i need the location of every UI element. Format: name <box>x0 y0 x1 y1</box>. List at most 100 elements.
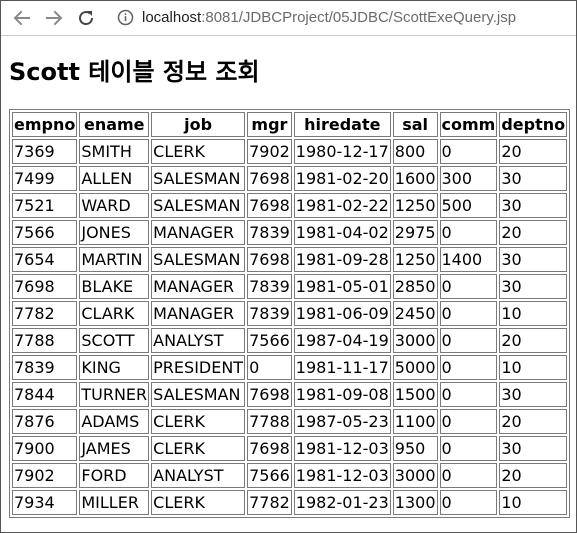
table-cell-deptno: 10 <box>499 490 568 515</box>
table-cell-empno: 7934 <box>12 490 78 515</box>
table-cell-comm: 0 <box>439 490 498 515</box>
table-cell-comm: 0 <box>439 328 498 353</box>
table-cell-sal: 950 <box>392 436 438 461</box>
table-cell-deptno: 20 <box>499 409 568 434</box>
table-cell-empno: 7654 <box>12 247 78 272</box>
table-row: 7654 MARTIN SALESMAN 7698 1981-09-28 1250 1400… <box>12 247 568 272</box>
table-cell-comm: 0 <box>439 409 498 434</box>
table-row: 7876 ADAMS CLERK 7788 1987-05-23 1100 0 20 <box>12 409 568 434</box>
address-bar[interactable]: localhost:8081/JDBCProject/05JDBC/ScottE… <box>142 9 516 26</box>
table-row: 7788 SCOTT ANALYST 7566 1987-04-19 3000 0 20 <box>12 328 568 353</box>
table-cell-ename: FORD <box>79 463 150 488</box>
table-cell-comm: 0 <box>439 463 498 488</box>
table-row: 7566 JONES MANAGER 7839 1981-04-02 2975 0 20 <box>12 220 568 245</box>
table-cell-comm: 500 <box>439 193 498 218</box>
table-cell-hiredate: 1987-05-23 <box>293 409 391 434</box>
table-cell-mgr: 7698 <box>247 382 292 407</box>
table-cell-comm: 0 <box>439 436 498 461</box>
table-cell-deptno: 20 <box>499 463 568 488</box>
table-cell-empno: 7902 <box>12 463 78 488</box>
table-cell-sal: 1500 <box>392 382 438 407</box>
table-cell-comm: 0 <box>439 220 498 245</box>
table-cell-empno: 7876 <box>12 409 78 434</box>
reload-icon <box>79 11 94 26</box>
table-cell-mgr: 7698 <box>247 166 292 191</box>
table-cell-mgr: 7839 <box>247 274 292 299</box>
table-cell-empno: 7369 <box>12 139 78 164</box>
table-cell-sal: 3000 <box>392 328 438 353</box>
table-cell-ename: WARD <box>79 193 150 218</box>
table-row: 7782 CLARK MANAGER 7839 1981-06-09 2450 0 10 <box>12 301 568 326</box>
reload-button[interactable] <box>74 6 98 30</box>
column-header-job: job <box>151 112 246 137</box>
table-row: 7698 BLAKE MANAGER 7839 1981-05-01 2850 0 30 <box>12 274 568 299</box>
table-cell-sal: 5000 <box>392 355 438 380</box>
table-cell-job: MANAGER <box>151 301 246 326</box>
page-title: Scott 테이블 정보 조회 <box>9 58 260 86</box>
table-cell-mgr: 7698 <box>247 247 292 272</box>
back-button[interactable] <box>10 6 34 30</box>
table-row: 7934 MILLER CLERK 7782 1982-01-23 1300 0 10 <box>12 490 568 515</box>
table-cell-empno: 7788 <box>12 328 78 353</box>
table-cell-hiredate: 1980-12-17 <box>293 139 391 164</box>
table-cell-mgr: 7566 <box>247 463 292 488</box>
table-cell-ename: ADAMS <box>79 409 150 434</box>
table-cell-empno: 7499 <box>12 166 78 191</box>
table-cell-hiredate: 1981-09-28 <box>293 247 391 272</box>
table-row: 7369 SMITH CLERK 7902 1980-12-17 800 0 20 <box>12 139 568 164</box>
column-header-sal: sal <box>392 112 438 137</box>
table-cell-job: CLERK <box>151 409 246 434</box>
table-cell-comm: 0 <box>439 355 498 380</box>
table-cell-hiredate: 1981-02-22 <box>293 193 391 218</box>
table-cell-mgr: 7566 <box>247 328 292 353</box>
table-cell-job: MANAGER <box>151 220 246 245</box>
table-cell-sal: 1300 <box>392 490 438 515</box>
table-cell-hiredate: 1981-04-02 <box>293 220 391 245</box>
table-cell-sal: 2850 <box>392 274 438 299</box>
table-cell-sal: 1100 <box>392 409 438 434</box>
table-cell-comm: 0 <box>439 301 498 326</box>
table-cell-ename: TURNER <box>79 382 150 407</box>
table-cell-hiredate: 1981-06-09 <box>293 301 391 326</box>
table-row: 7499 ALLEN SALESMAN 7698 1981-02-20 1600 300 30 <box>12 166 568 191</box>
table-cell-mgr: 0 <box>247 355 292 380</box>
table-cell-sal: 1250 <box>392 193 438 218</box>
table-cell-deptno: 10 <box>499 301 568 326</box>
info-icon[interactable] <box>117 9 134 26</box>
table-cell-ename: JONES <box>79 220 150 245</box>
table-cell-job: CLERK <box>151 139 246 164</box>
table-cell-sal: 2450 <box>392 301 438 326</box>
table-cell-ename: BLAKE <box>79 274 150 299</box>
table-cell-empno: 7900 <box>12 436 78 461</box>
table-cell-sal: 2975 <box>392 220 438 245</box>
table-cell-mgr: 7788 <box>247 409 292 434</box>
table-cell-ename: JAMES <box>79 436 150 461</box>
table-cell-deptno: 30 <box>499 382 568 407</box>
table-cell-deptno: 30 <box>499 193 568 218</box>
table-cell-mgr: 7698 <box>247 193 292 218</box>
table-cell-mgr: 7839 <box>247 220 292 245</box>
table-cell-ename: KING <box>79 355 150 380</box>
table-cell-comm: 300 <box>439 166 498 191</box>
table-header-row: empno ename job mgr hiredate sal comm deptno <box>12 112 568 137</box>
table-cell-empno: 7844 <box>12 382 78 407</box>
table-cell-hiredate: 1981-11-17 <box>293 355 391 380</box>
table-cell-deptno: 20 <box>499 328 568 353</box>
table-cell-deptno: 20 <box>499 220 568 245</box>
table-row: 7902 FORD ANALYST 7566 1981-12-03 3000 0 20 <box>12 463 568 488</box>
column-header-comm: comm <box>439 112 498 137</box>
table-row: 7521 WARD SALESMAN 7698 1981-02-22 1250 500 30 <box>12 193 568 218</box>
table-cell-ename: SMITH <box>79 139 150 164</box>
forward-button[interactable] <box>42 6 66 30</box>
table-cell-job: CLERK <box>151 490 246 515</box>
column-header-deptno: deptno <box>499 112 568 137</box>
table-cell-job: CLERK <box>151 436 246 461</box>
column-header-empno: empno <box>12 112 78 137</box>
table-cell-deptno: 10 <box>499 355 568 380</box>
table-cell-deptno: 30 <box>499 166 568 191</box>
table-row: 7844 TURNER SALESMAN 7698 1981-09-08 1500 0 30 <box>12 382 568 407</box>
table-cell-sal: 1600 <box>392 166 438 191</box>
table-cell-sal: 1250 <box>392 247 438 272</box>
table-cell-comm: 0 <box>439 274 498 299</box>
